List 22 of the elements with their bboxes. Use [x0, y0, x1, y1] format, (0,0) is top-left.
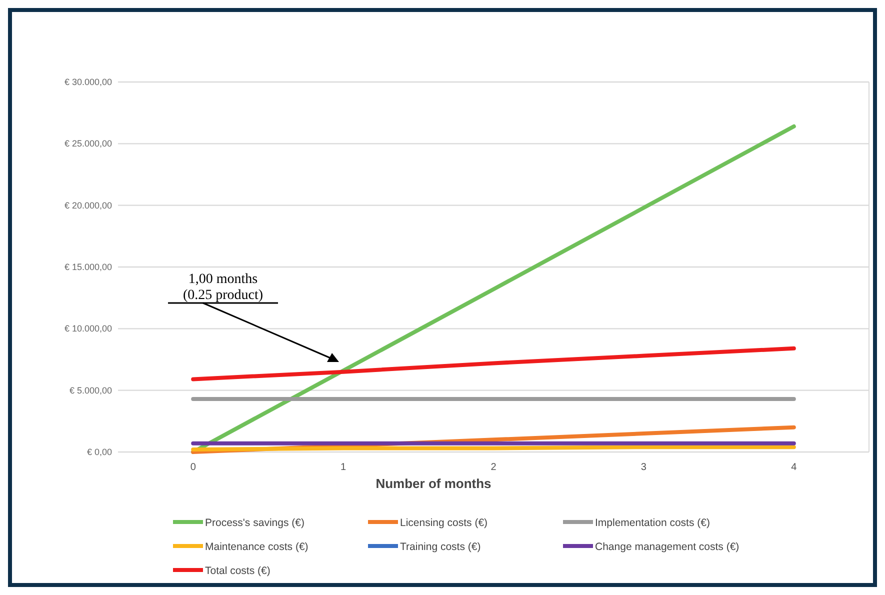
y-tick-label: € 5.000,00 [69, 385, 112, 396]
x-tick-label: 4 [791, 462, 798, 473]
legend-label: Implementation costs (€) [595, 517, 710, 529]
y-tick-label: € 10.000,00 [64, 324, 112, 334]
x-tick-label: 2 [490, 462, 497, 473]
x-axis-title: Number of months [376, 476, 492, 491]
legend-label: Process's savings (€) [205, 517, 304, 529]
line-series [191, 346, 796, 382]
y-tick-label: € 30.000,00 [64, 77, 112, 87]
x-tick-label: 0 [190, 462, 196, 473]
legend-label: Change management costs (€) [595, 541, 740, 553]
x-tick-label: 3 [640, 462, 647, 473]
legend-label: Maintenance costs (€) [205, 541, 308, 553]
y-tick-label: € 20.000,00 [64, 200, 112, 210]
y-tick-label: € 25.000,00 [64, 138, 112, 149]
legend-label: Total costs (€) [205, 565, 270, 577]
legend-label: Training costs (€) [400, 541, 481, 553]
y-tick-label: € 15.000,00 [64, 262, 112, 272]
legend-label: Licensing costs (€) [400, 517, 488, 529]
annotation: 1,00 months (0.25 product) [182, 272, 264, 303]
y-tick-label: € 0,00 [86, 447, 112, 457]
x-tick-label: 1 [340, 462, 347, 473]
